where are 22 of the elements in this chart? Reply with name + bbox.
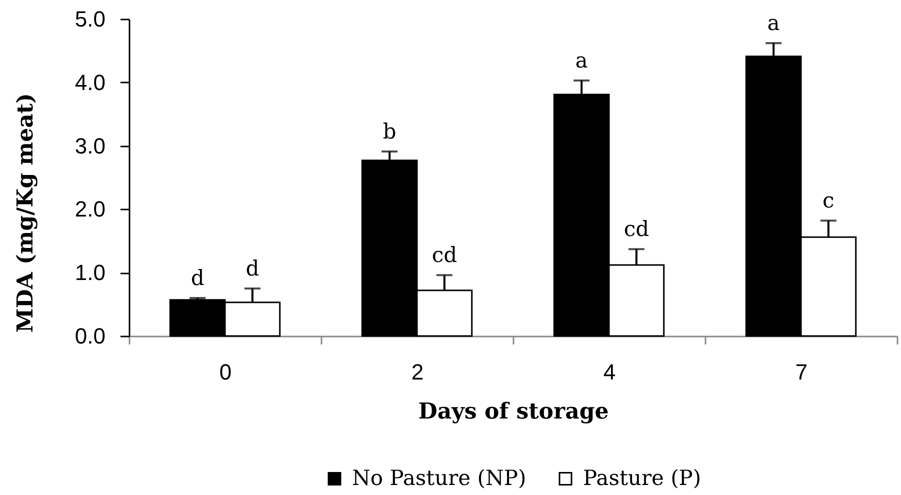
- y-tick-label: 5.0: [74, 6, 106, 32]
- data-label: cd: [624, 217, 650, 242]
- y-tick-label: 1.0: [74, 260, 106, 286]
- x-tick-label: 4: [603, 360, 616, 384]
- y-tick-label: 3.0: [74, 133, 106, 158]
- data-label: a: [575, 48, 588, 72]
- data-label: cd: [432, 243, 458, 268]
- data-label: a: [767, 11, 780, 36]
- legend-label: No Pasture (NP): [352, 466, 526, 490]
- x-tick-label: 7: [795, 360, 808, 384]
- x-tick-label: 2: [411, 360, 424, 384]
- data-label: d: [190, 266, 204, 290]
- y-tick-label: 2.0: [74, 196, 106, 222]
- data-label: b: [382, 120, 396, 144]
- x-tick-label: 0: [219, 360, 232, 384]
- data-label: d: [246, 256, 260, 280]
- y-tick-label: 0.0: [74, 324, 106, 348]
- legend-label: Pasture (P): [583, 466, 702, 490]
- y-axis-title: MDA (mg/Kg meat): [12, 93, 38, 333]
- x-axis-title: Days of storage: [418, 398, 609, 424]
- y-tick-label: 4.0: [74, 70, 106, 95]
- data-label: c: [822, 188, 834, 213]
